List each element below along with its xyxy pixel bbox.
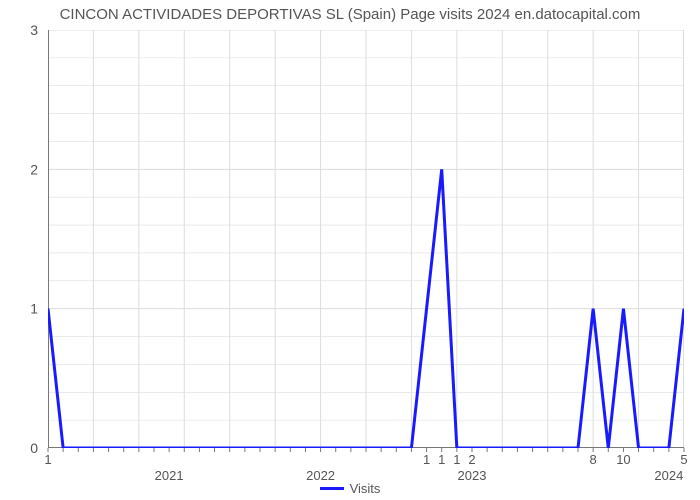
svg-text:2: 2 (30, 161, 38, 177)
svg-text:3: 3 (30, 22, 38, 38)
chart-title: CINCON ACTIVIDADES DEPORTIVAS SL (Spain)… (0, 6, 700, 23)
legend-label: Visits (350, 481, 381, 496)
svg-text:2: 2 (468, 452, 475, 467)
svg-text:1: 1 (44, 452, 51, 467)
plot-area (48, 30, 684, 448)
svg-text:5: 5 (680, 452, 687, 467)
svg-text:1: 1 (30, 301, 38, 317)
svg-text:8: 8 (590, 452, 597, 467)
chart-svg (48, 30, 684, 448)
svg-text:10: 10 (616, 452, 630, 467)
svg-text:1: 1 (453, 452, 460, 467)
svg-text:1: 1 (423, 452, 430, 467)
legend-swatch (320, 487, 344, 490)
legend: Visits (0, 480, 700, 496)
svg-text:1: 1 (438, 452, 445, 467)
y-axis-labels: 0123 (0, 0, 48, 500)
